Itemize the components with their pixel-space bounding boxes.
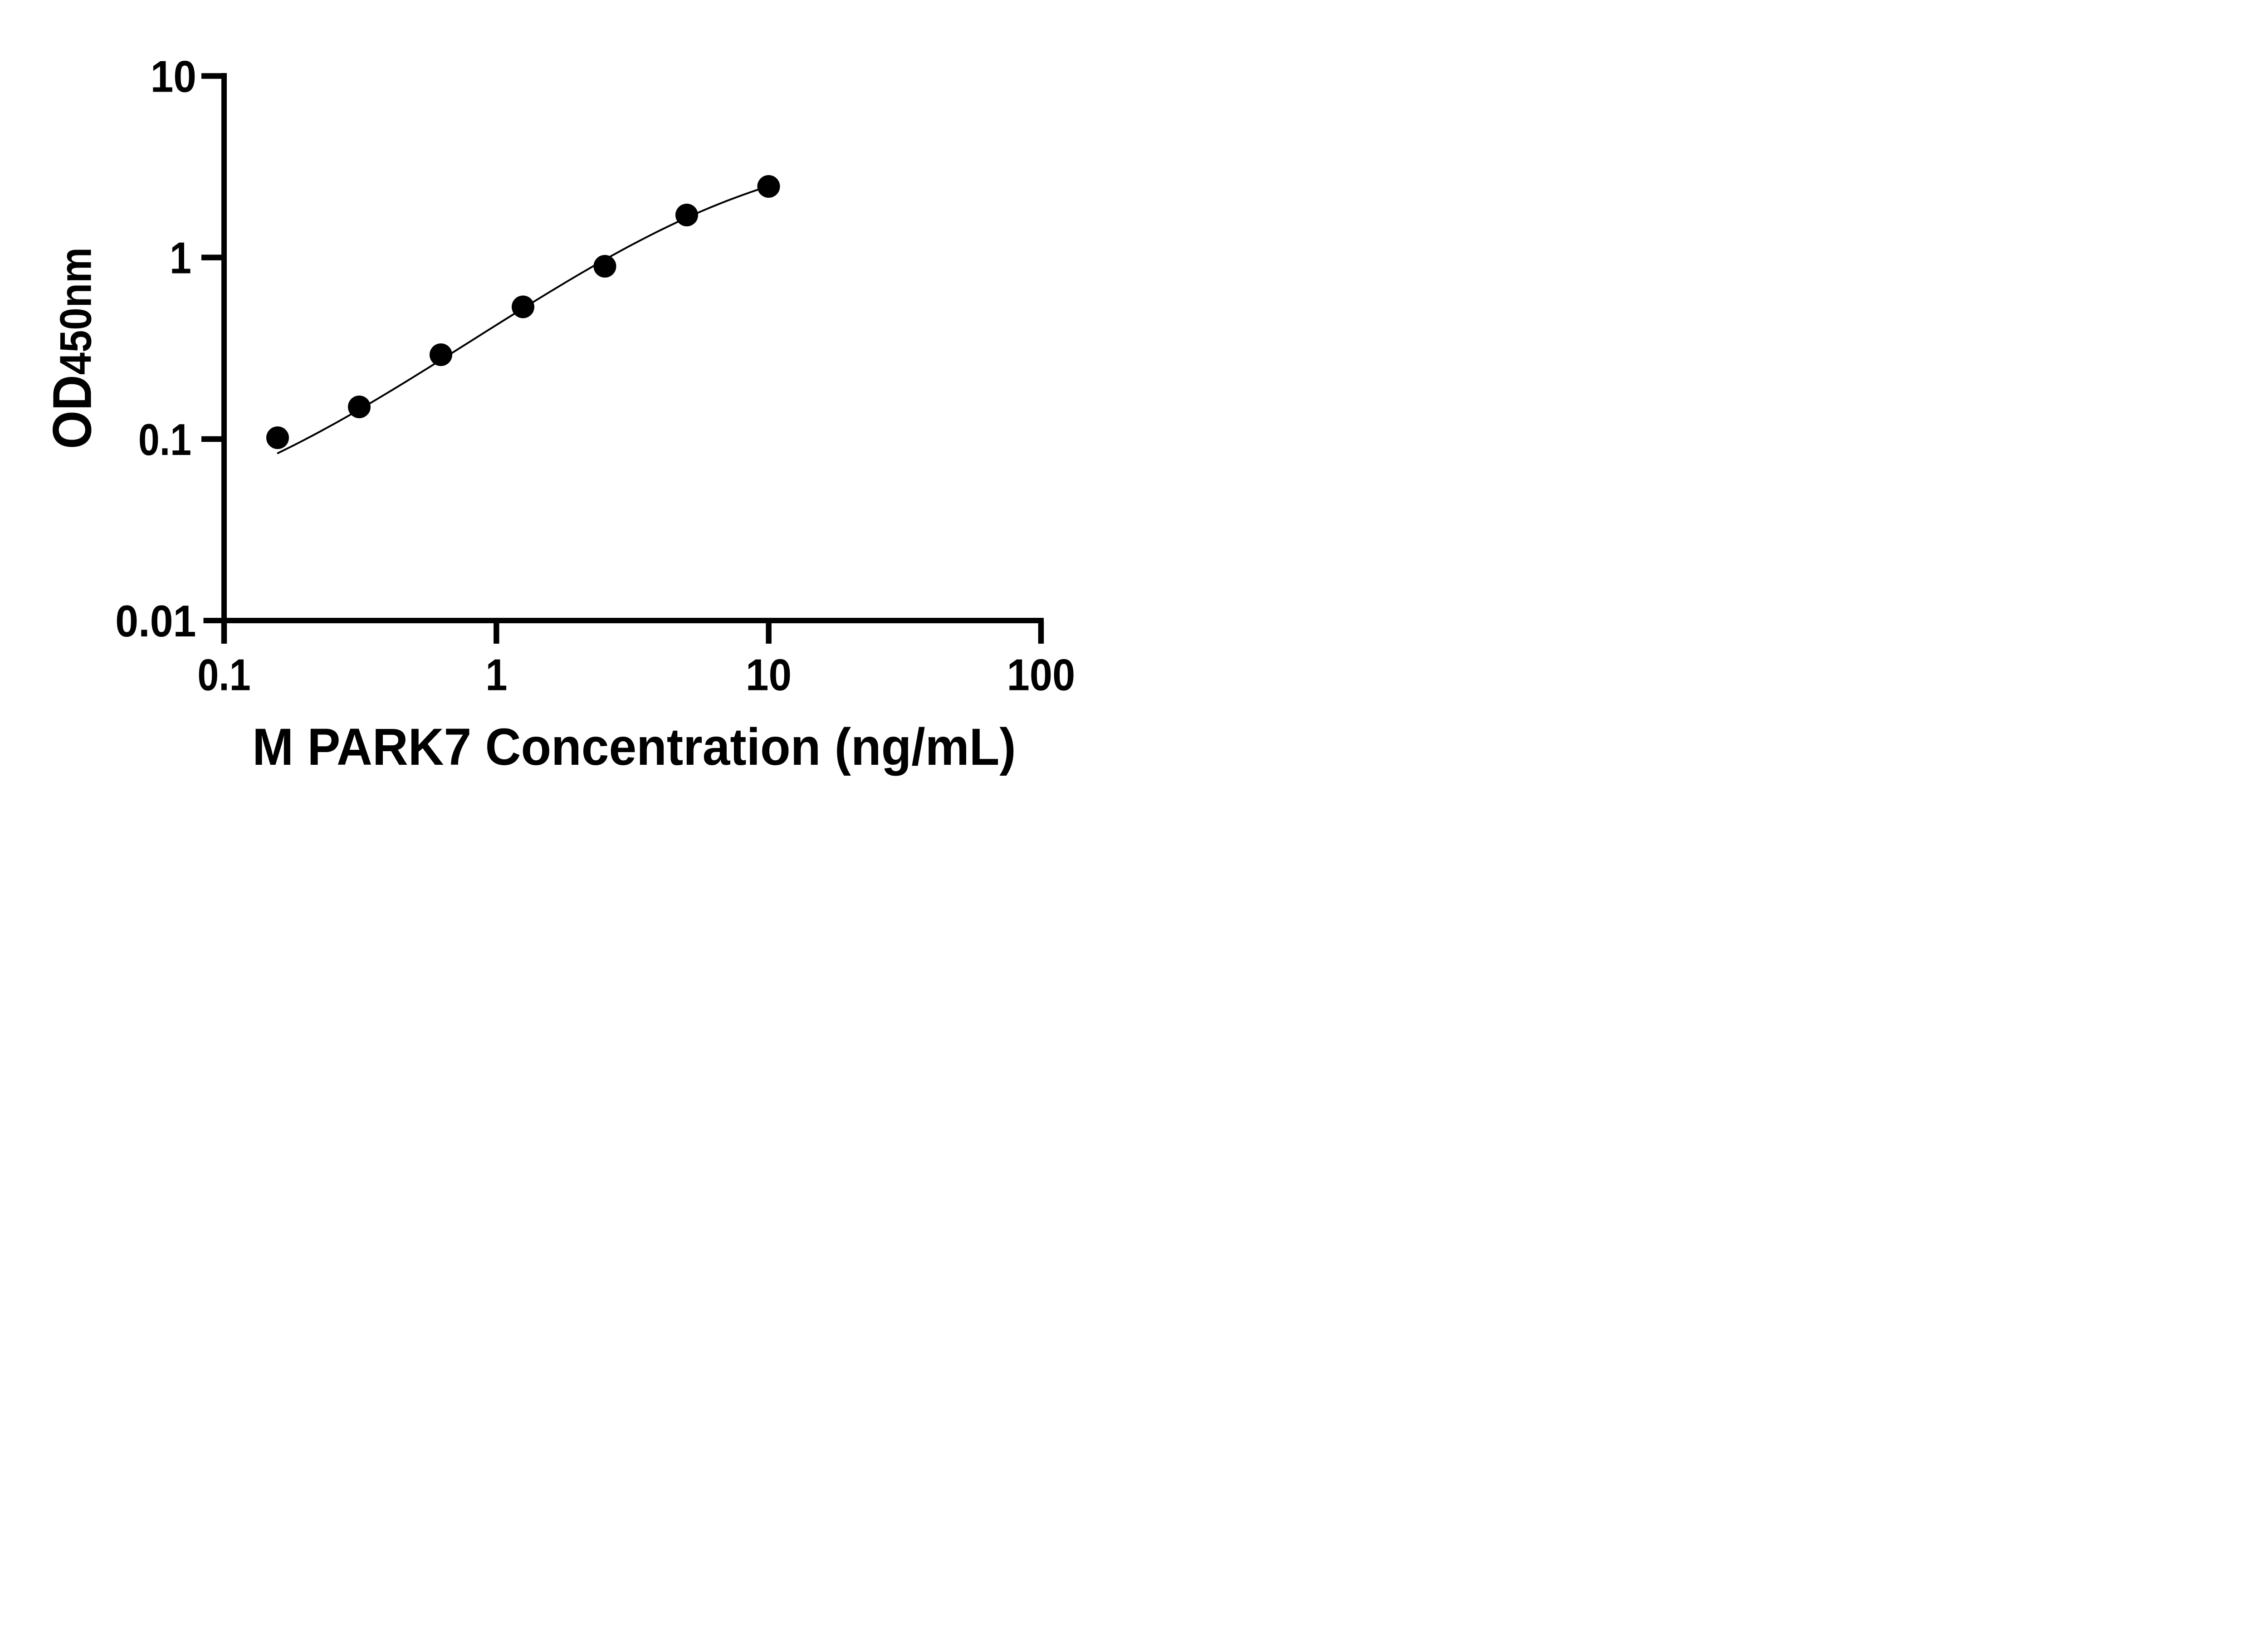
svg-text:10: 10 xyxy=(746,650,792,700)
svg-text:0.1: 0.1 xyxy=(138,415,191,464)
svg-text:0.01: 0.01 xyxy=(115,596,196,646)
svg-text:1: 1 xyxy=(486,650,508,699)
svg-text:1: 1 xyxy=(170,233,191,283)
svg-text:OD450nm: OD450nm xyxy=(42,247,103,449)
svg-text:10: 10 xyxy=(151,52,196,102)
svg-text:100: 100 xyxy=(1007,650,1075,699)
svg-text:0.1: 0.1 xyxy=(197,650,250,700)
svg-text:M PARK7 Concentration (ng/mL): M PARK7 Concentration (ng/mL) xyxy=(252,717,1016,776)
